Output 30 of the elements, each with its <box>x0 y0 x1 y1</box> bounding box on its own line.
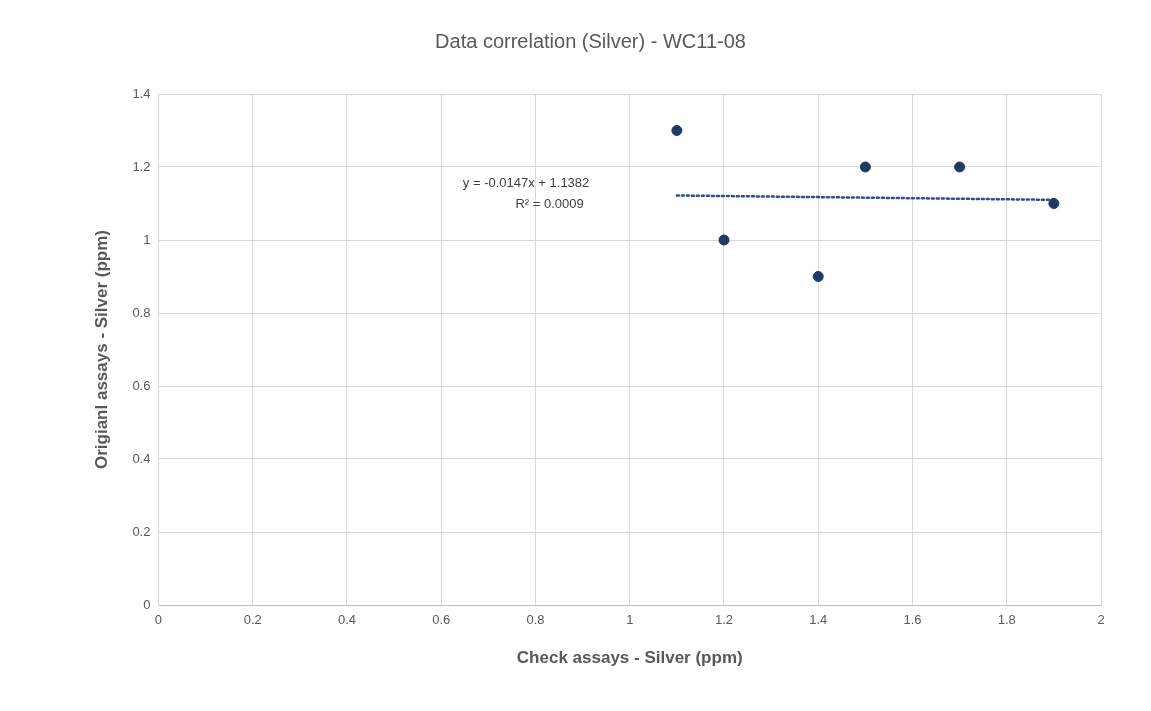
y-tick-label: 1.4 <box>132 85 151 101</box>
point <box>954 161 966 173</box>
y-tick-label: 0.8 <box>132 304 151 320</box>
x-tick-label: 2 <box>1097 612 1105 628</box>
x-tick-label: 1.2 <box>714 612 734 628</box>
x-tick-label: 0.2 <box>243 612 262 628</box>
point <box>1048 198 1060 209</box>
x-tick-label: 1.8 <box>997 612 1016 628</box>
x-tick-label: 0.8 <box>526 612 545 628</box>
y-tick-label: 0.4 <box>132 450 151 466</box>
x-tick-label: 0.6 <box>432 612 451 628</box>
y-tick-label: 1.2 <box>132 158 151 174</box>
y-tick-label: 0.2 <box>132 523 151 539</box>
annotation: R² = 0.0009 <box>515 196 584 211</box>
y-tick-label: 0.6 <box>132 377 151 393</box>
x-tick-label: 1.6 <box>903 612 922 628</box>
point <box>859 161 871 173</box>
x-tick-label: 1 <box>626 612 634 628</box>
y-tick-label: 1 <box>143 231 151 247</box>
x-axis-title: Check assays - Silver (ppm) <box>516 648 743 668</box>
point <box>812 271 824 282</box>
point <box>671 125 683 136</box>
chart-title: Data correlation (Silver) - WC11-08 <box>435 29 746 52</box>
x-tick-label: 1.4 <box>809 612 828 628</box>
x-tick-label: 0 <box>154 612 163 628</box>
y-axis-title: Origianl assays - Silver (ppm) <box>91 229 111 470</box>
annotation: y = -0.0147x + 1.1382 <box>462 175 590 190</box>
y-tick-label: 0 <box>143 596 151 612</box>
x-tick-label: 0.4 <box>337 612 357 628</box>
point <box>718 234 730 246</box>
